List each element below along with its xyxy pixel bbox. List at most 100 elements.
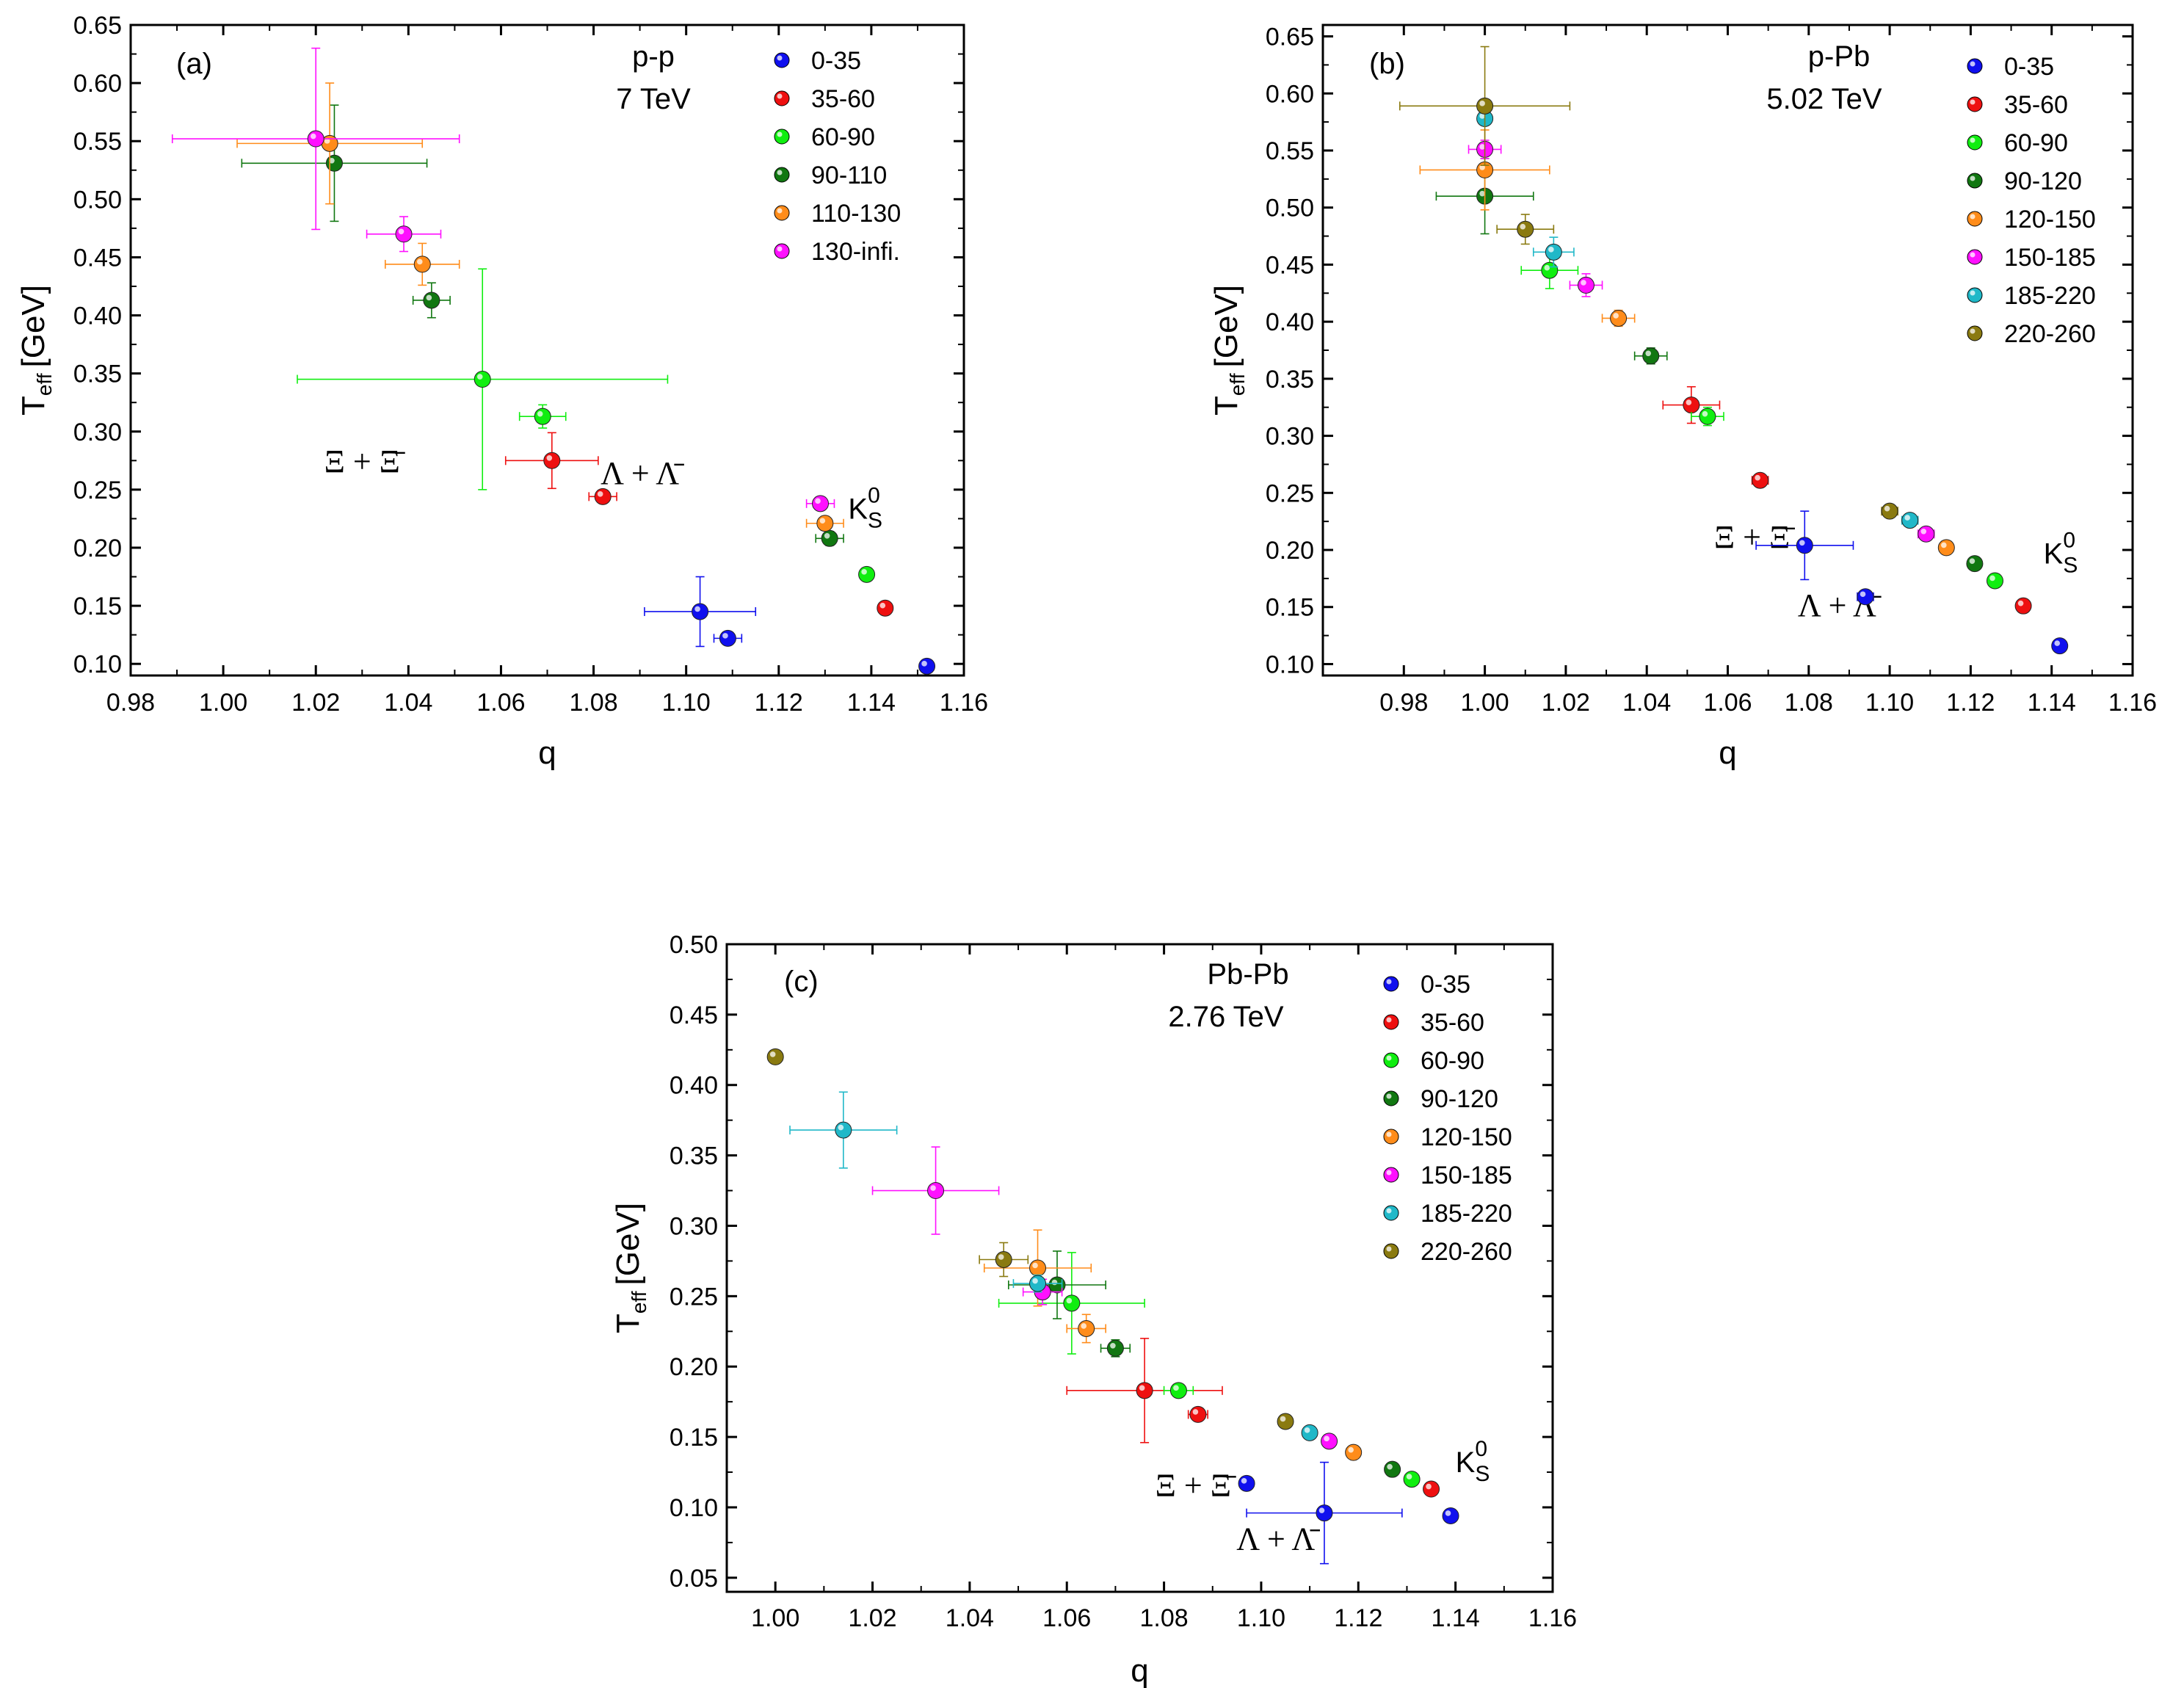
point-highlight: [1581, 280, 1586, 286]
point-marker: [1063, 1294, 1081, 1312]
data-point: [1345, 1444, 1363, 1461]
series-120-150: [1419, 129, 1955, 557]
point-marker: [1476, 97, 1494, 115]
point-marker: [1136, 1382, 1153, 1399]
legend-marker: [1383, 1167, 1399, 1183]
point-marker: [1321, 1432, 1338, 1450]
species-k-sub: S: [1475, 1462, 1490, 1486]
point-highlight: [1479, 113, 1485, 119]
data-point: [1569, 273, 1603, 297]
series-130-infi-: [171, 47, 835, 512]
y-tick-label: 0.40: [73, 303, 122, 330]
species-k-sub: S: [868, 508, 882, 532]
point-highlight: [537, 410, 543, 417]
energy-label: 5.02 TeV: [1766, 83, 1882, 115]
point-highlight: [1941, 542, 1947, 548]
legend-marker-highlight: [1970, 252, 1976, 258]
species-k-sub: S: [2063, 554, 2078, 578]
point-highlight: [1348, 1446, 1354, 1453]
point-marker: [1169, 1382, 1187, 1399]
point-highlight: [1645, 350, 1652, 357]
legend-marker-highlight: [1386, 1170, 1392, 1176]
data-point: [1403, 1471, 1421, 1488]
data-point: [877, 599, 894, 617]
data-point: [789, 1091, 898, 1169]
x-tick-label: 1.02: [848, 1604, 896, 1632]
point-marker: [1442, 1507, 1459, 1524]
y-tick-label: 0.40: [1266, 308, 1314, 336]
point-marker: [325, 154, 343, 172]
y-tick-label: 0.45: [73, 244, 122, 272]
x-tick-label: 1.12: [1334, 1604, 1382, 1632]
species-label-xi: Ξ + Ξ̄: [1714, 519, 1795, 555]
data-point: [236, 82, 424, 205]
legend-item: 150-185: [1967, 244, 2096, 272]
plot-frame: [1321, 23, 2134, 677]
data-point: [1246, 1461, 1403, 1565]
point-marker: [1517, 220, 1534, 238]
legend-label: 220-260: [1421, 1238, 1512, 1266]
series-90-120: [1435, 158, 1984, 573]
data-point: [241, 104, 428, 222]
point-marker: [1301, 1424, 1318, 1441]
species-label-xi: Ξ + Ξ̄: [324, 443, 405, 479]
y-tick-label: 0.15: [73, 593, 122, 620]
point-marker: [423, 291, 440, 309]
legend-marker-highlight: [1970, 175, 1976, 181]
y-axis-label: Teff [GeV]: [1208, 285, 1249, 416]
point-marker: [1403, 1471, 1421, 1488]
data-point: [1986, 572, 2003, 590]
panel-p-p: 0.98 1.00 1.02 1.04 1.06 1.08 1.10 1.12 1.14 1.16…: [15, 12, 988, 771]
point-highlight: [1173, 1385, 1179, 1391]
x-tick-label: 1.00: [751, 1604, 799, 1632]
x-tick-label: 1.00: [1461, 689, 1509, 717]
point-highlight: [722, 633, 728, 639]
data-point: [504, 432, 599, 490]
point-marker: [812, 495, 830, 512]
point-highlight: [815, 498, 821, 504]
series-0-35: [644, 576, 936, 675]
legend-marker-highlight: [1970, 214, 1976, 220]
point-highlight: [1406, 1474, 1412, 1479]
point-highlight: [819, 518, 826, 524]
point-highlight: [1081, 1323, 1087, 1329]
legend-label: 90-120: [1421, 1085, 1498, 1113]
legend-label: 60-90: [2004, 129, 2068, 157]
y-tick-label: 0.35: [670, 1142, 718, 1170]
y-tick-label: 0.65: [1266, 23, 1314, 51]
point-marker: [1918, 525, 1935, 543]
energy-label: 7 TeV: [616, 83, 691, 115]
species-label-lambda: Λ + Λ̄: [601, 455, 684, 491]
x-tick-label: 1.04: [1622, 689, 1671, 717]
point-highlight: [1479, 101, 1485, 106]
y-axis-label-unit: [GeV]: [15, 285, 51, 368]
point-marker: [2051, 637, 2069, 655]
point-marker: [1752, 471, 1769, 489]
legend-label: 150-185: [1421, 1162, 1512, 1189]
y-tick-label: 0.45: [1266, 251, 1314, 279]
x-tick-label: 1.08: [569, 689, 617, 717]
point-highlight: [2017, 600, 2024, 606]
point-highlight: [1520, 223, 1526, 230]
data-point: [1857, 588, 1874, 606]
y-tick-label: 0.60: [73, 70, 122, 98]
legend-marker: [1383, 1243, 1399, 1259]
y-axis-label-unit: [GeV]: [610, 1203, 646, 1286]
data-point: [871, 1146, 1000, 1235]
legend-marker: [1967, 287, 1983, 303]
point-marker: [1238, 1474, 1255, 1492]
legend-marker-highlight: [777, 208, 783, 214]
point-marker: [1642, 347, 1660, 365]
species-k: K: [848, 493, 868, 525]
point-highlight: [476, 374, 483, 380]
legend-item: 220-260: [1967, 320, 2096, 348]
data-point: [1066, 1338, 1223, 1444]
data-point: [1384, 1460, 1401, 1478]
data-point: [1917, 525, 1935, 543]
point-highlight: [1544, 264, 1550, 271]
legend-marker: [1967, 173, 1983, 189]
x-tick-label: 1.14: [2028, 689, 2076, 717]
series-90-120: [1008, 1250, 1401, 1478]
legend-marker-highlight: [1386, 1017, 1392, 1023]
